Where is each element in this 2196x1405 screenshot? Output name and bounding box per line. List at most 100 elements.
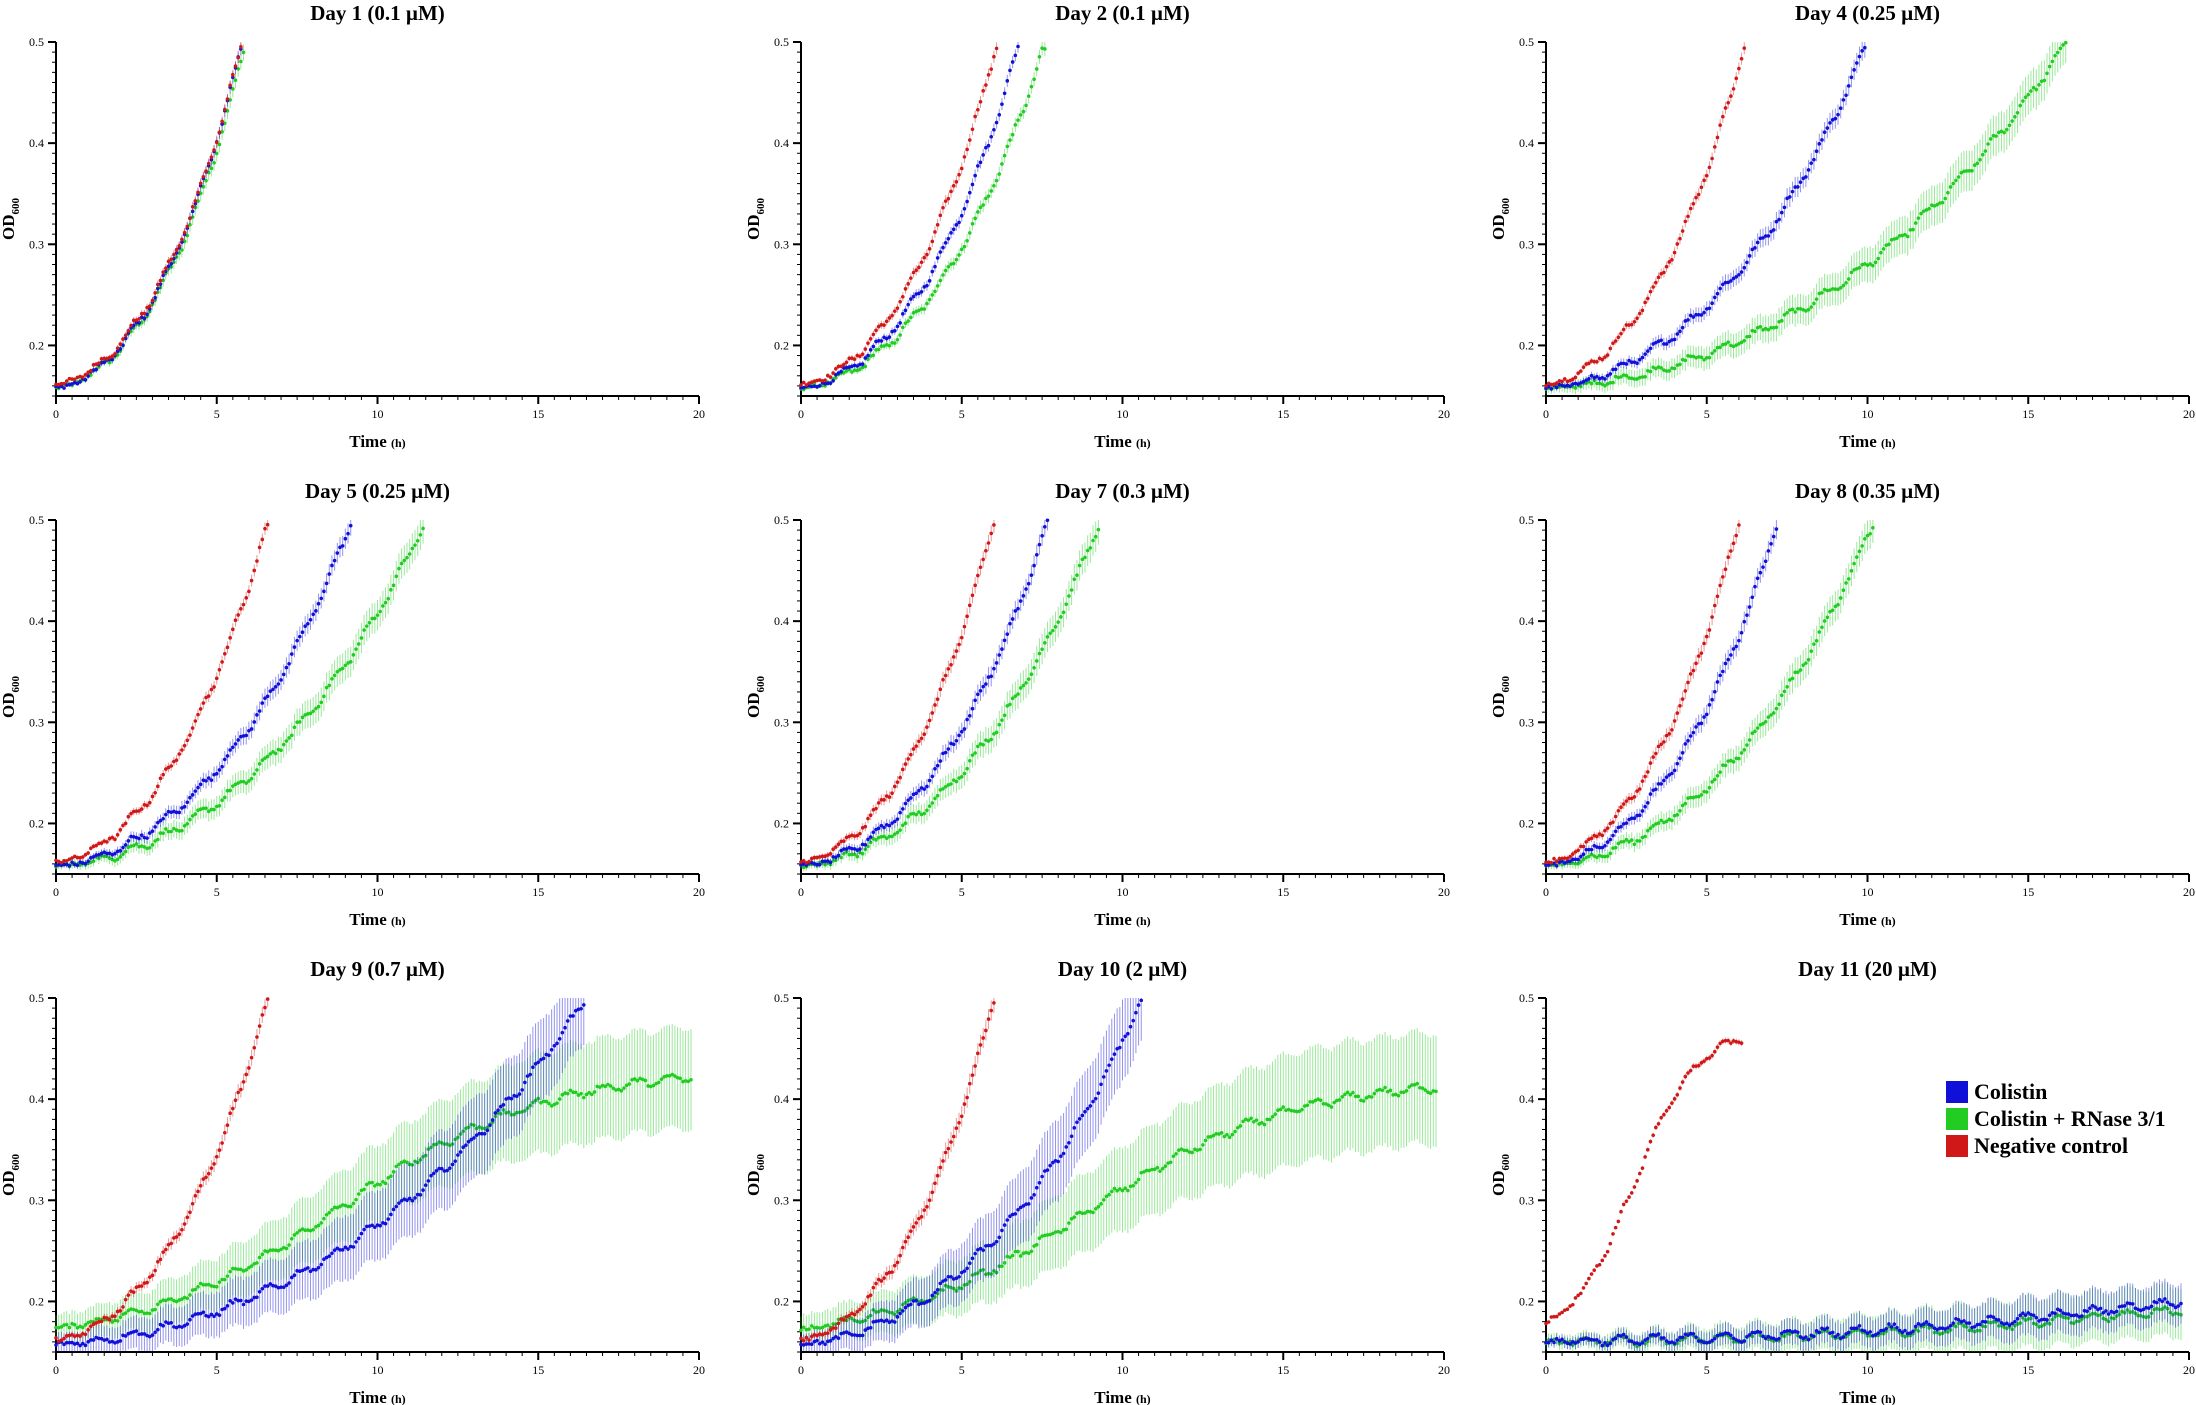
data-point — [1712, 603, 1717, 608]
data-point — [890, 341, 894, 345]
data-point — [852, 834, 857, 838]
data-point — [1688, 734, 1693, 738]
data-point — [338, 1204, 342, 1209]
data-point — [1589, 373, 1594, 378]
data-point — [1640, 809, 1645, 813]
data-point — [201, 175, 206, 179]
y-tick-label: 0.3 — [29, 1193, 44, 1207]
data-point — [1680, 697, 1685, 701]
data-point — [86, 374, 90, 378]
data-point — [153, 825, 157, 829]
data-point — [1544, 383, 1548, 388]
data-point — [2029, 89, 2033, 93]
data-point — [190, 1288, 195, 1292]
data-point — [1739, 751, 1744, 755]
data-point — [1911, 227, 1915, 232]
data-point — [1696, 355, 1701, 359]
data-point — [276, 1285, 281, 1290]
data-point — [373, 1184, 377, 1188]
data-point — [903, 308, 908, 313]
data-point — [667, 1074, 672, 1078]
data-point — [876, 801, 881, 805]
data-point — [1032, 77, 1036, 82]
data-point — [1554, 381, 1559, 385]
data-point — [1731, 344, 1736, 349]
data-point — [121, 337, 125, 341]
data-point — [930, 774, 935, 779]
data-point — [1675, 242, 1680, 246]
data-point — [67, 1325, 72, 1330]
data-point — [64, 862, 69, 867]
data-point — [1833, 287, 1838, 291]
data-point — [1871, 263, 1875, 268]
data-point — [193, 199, 198, 203]
data-point — [1608, 380, 1613, 385]
data-point — [1980, 152, 1985, 157]
data-point — [1712, 145, 1717, 149]
data-point — [166, 829, 171, 834]
data-point — [1761, 236, 1765, 240]
data-point — [632, 1077, 637, 1081]
data-point — [1557, 379, 1562, 383]
data-point — [1755, 726, 1760, 730]
series-colistin — [1544, 42, 1867, 392]
data-point — [1782, 205, 1787, 210]
data-point — [855, 833, 860, 838]
data-point — [941, 786, 945, 791]
data-point — [220, 119, 224, 124]
y-axis-label-text: OD — [0, 215, 18, 241]
data-point — [1608, 837, 1613, 842]
data-point — [231, 75, 235, 80]
data-point — [1670, 366, 1674, 370]
data-point — [177, 244, 182, 248]
data-point — [909, 315, 913, 320]
data-point — [161, 1324, 165, 1328]
data-point — [1857, 266, 1862, 270]
data-point — [166, 809, 171, 814]
data-point — [1648, 369, 1653, 374]
data-point — [1008, 702, 1012, 707]
data-point — [930, 293, 935, 297]
data-point — [156, 837, 160, 842]
data-point — [879, 823, 884, 828]
data-point — [1761, 721, 1765, 726]
data-point — [340, 544, 345, 548]
data-point — [78, 1343, 82, 1348]
data-point — [976, 107, 980, 112]
data-point — [308, 711, 313, 716]
data-point — [287, 1281, 291, 1285]
data-point — [156, 784, 160, 789]
data-point — [683, 1079, 688, 1083]
data-point — [844, 847, 849, 851]
data-point — [1715, 680, 1720, 684]
data-point — [78, 380, 82, 384]
data-point — [1782, 313, 1787, 317]
data-point — [255, 713, 259, 717]
data-point — [1611, 380, 1615, 385]
data-point — [2005, 127, 2009, 132]
data-point — [83, 372, 88, 377]
data-point — [943, 750, 948, 755]
data-point — [1662, 270, 1666, 275]
data-point — [185, 1322, 190, 1326]
x-tick-label: 20 — [693, 885, 705, 899]
data-point — [292, 725, 297, 730]
data-point — [306, 621, 310, 626]
data-point — [375, 613, 380, 617]
data-point — [1769, 325, 1773, 330]
data-point — [933, 264, 937, 269]
data-point — [930, 269, 935, 274]
data-point — [1643, 352, 1647, 356]
data-point — [1664, 369, 1669, 373]
data-point — [415, 538, 420, 543]
data-point — [204, 695, 208, 700]
data-point — [1662, 740, 1666, 744]
data-point — [1726, 280, 1730, 285]
data-point — [1608, 372, 1613, 376]
data-point — [330, 563, 334, 568]
data-point — [383, 1181, 388, 1186]
data-point — [164, 1298, 168, 1303]
data-point — [914, 791, 919, 796]
data-point — [1568, 384, 1572, 388]
data-point — [217, 1313, 222, 1317]
